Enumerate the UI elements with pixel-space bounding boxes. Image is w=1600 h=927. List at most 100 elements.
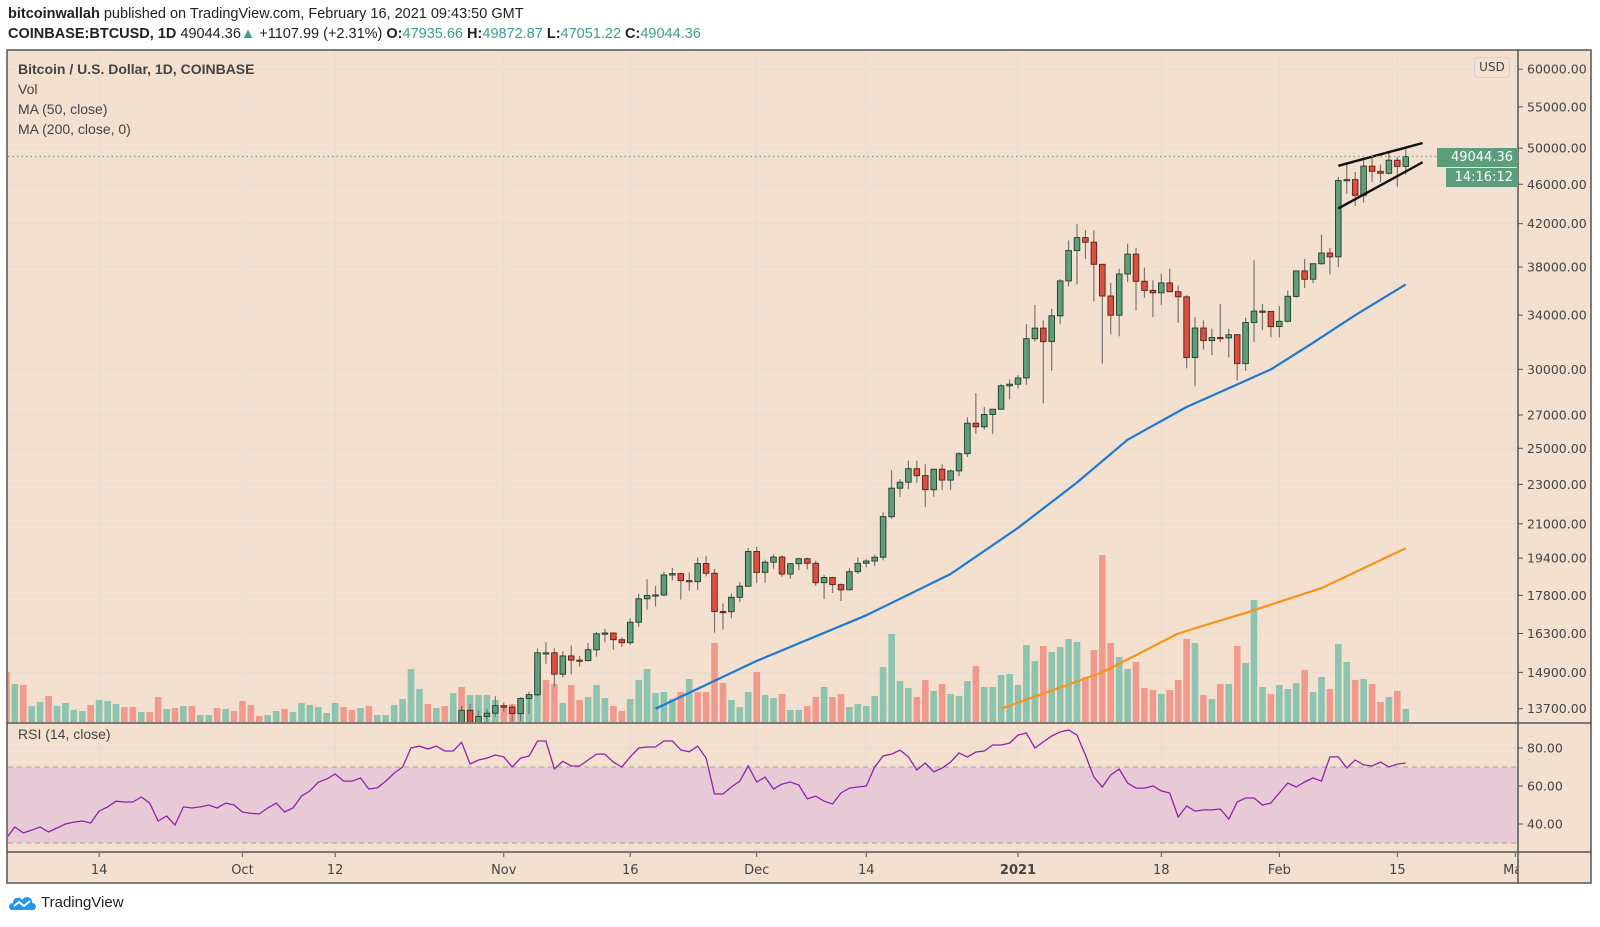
candle-body [508, 706, 516, 714]
volume-bar [315, 707, 322, 722]
author-name[interactable]: bitcoinwallah [8, 6, 100, 22]
volume-bar [433, 708, 440, 722]
volume-bar [171, 708, 179, 722]
volume-bar [576, 700, 583, 722]
volume-bar [458, 687, 465, 722]
candle-body [888, 487, 895, 518]
volume-bar [1099, 555, 1106, 722]
time-tick-label: Feb [1268, 863, 1291, 878]
candle-body [559, 655, 567, 675]
volume-bar [138, 712, 145, 722]
candle-body [1351, 179, 1359, 196]
ma200-line[interactable] [1000, 547, 1407, 710]
grid [8, 51, 1517, 851]
volume-bar [795, 710, 803, 722]
candle-up [1158, 273, 1165, 306]
tradingview-logo[interactable]: TradingView [8, 893, 124, 911]
volume-bar [382, 715, 389, 722]
volume-bar [685, 679, 693, 722]
candle-up [1056, 279, 1064, 325]
candle-up [1284, 290, 1292, 323]
legend-volume[interactable]: Vol [18, 81, 38, 97]
candle-body [947, 470, 954, 481]
candle-up [1208, 328, 1216, 356]
volume-bar [778, 694, 786, 722]
wedge-trendlines[interactable] [8, 141, 1518, 210]
candle-body [1394, 159, 1401, 167]
volume-bar [340, 707, 347, 722]
volume-bar [1183, 639, 1190, 722]
volume-bar [1292, 683, 1300, 722]
rsi-axis[interactable]: 80.00 60.00 40.00 [1518, 741, 1563, 832]
volume-bar [601, 698, 609, 722]
legend-rsi[interactable]: RSI (14, close) [18, 726, 111, 742]
time-axis[interactable]: 14 Oct 12 Nov 16 Dec 14 2021 18 Feb 15 Mar [91, 852, 1528, 878]
candle-body [1073, 237, 1081, 252]
candle-up [458, 705, 465, 722]
volume-bar [702, 692, 710, 722]
time-tick-label: 12 [327, 863, 344, 878]
candle-up [1191, 317, 1199, 387]
volume-bar [1309, 692, 1317, 722]
volume-bar [20, 685, 27, 722]
candle-up [871, 554, 878, 566]
volume-bar [1250, 600, 1258, 722]
candle-body [492, 705, 499, 714]
publish-info: bitcoinwallah published on TradingView.c… [8, 6, 524, 22]
up-arrow-icon: ▲ [240, 26, 256, 42]
candle-body [1233, 334, 1241, 365]
candle-down [1259, 303, 1266, 331]
rsi-band [8, 767, 1518, 843]
trendline[interactable] [1338, 141, 1423, 168]
candle-up [1115, 268, 1123, 337]
price-axis[interactable]: 60000.00 55000.00 50000.00 46000.00 42000.00… [1518, 62, 1587, 717]
volume-bar [669, 699, 676, 722]
volume-bar [770, 698, 777, 722]
candle-up [1242, 317, 1249, 371]
legend-ma200[interactable]: MA (200, close, 0) [18, 121, 131, 137]
candle-body [804, 558, 811, 564]
candle-body [652, 594, 659, 597]
legend-ma50[interactable]: MA (50, close) [18, 101, 108, 117]
candle-up [601, 628, 609, 643]
candle-body [551, 652, 558, 675]
volume-bar [1149, 690, 1157, 722]
open-label: O: [386, 26, 403, 42]
volume-bar [1402, 709, 1410, 722]
ma50-line[interactable] [655, 283, 1407, 710]
volume-bar [626, 699, 634, 722]
volume-bar [964, 681, 971, 722]
candle-down [1200, 320, 1207, 350]
volume-bar [1082, 677, 1089, 722]
price-tick-label: 23000.00 [1527, 477, 1587, 492]
legend-title: Bitcoin / U.S. Dollar, 1D, COINBASE [18, 61, 255, 77]
rsi-line[interactable] [6, 729, 1406, 838]
price-tick-label: 25000.00 [1527, 441, 1587, 456]
candle-body [1309, 263, 1317, 280]
volume-bar [121, 707, 128, 722]
volume-bar [947, 694, 954, 722]
candle-body [660, 574, 668, 596]
candle-up [728, 593, 735, 619]
candle-up [1048, 308, 1055, 371]
time-tick-label: Mar [1503, 863, 1528, 878]
time-tick-label: Oct [231, 863, 253, 878]
volume-bar [660, 692, 668, 722]
candle-up [1225, 328, 1233, 358]
candle-body [1099, 263, 1106, 297]
currency-button[interactable]: USD [1474, 57, 1510, 78]
price-change: +1107.99 (+2.31%) [259, 26, 383, 42]
candle-body [1318, 252, 1325, 265]
candle-body [744, 551, 752, 587]
volume-bar [913, 697, 921, 722]
volume-bar [846, 707, 853, 722]
candle-body [964, 422, 971, 455]
candle-body [458, 709, 465, 722]
rsi-pane [6, 729, 1518, 844]
moving-averages [655, 283, 1407, 710]
volume-bar [871, 696, 878, 722]
trendline[interactable] [1337, 161, 1424, 210]
candle-body [1132, 253, 1140, 282]
candle-body [1183, 296, 1190, 358]
